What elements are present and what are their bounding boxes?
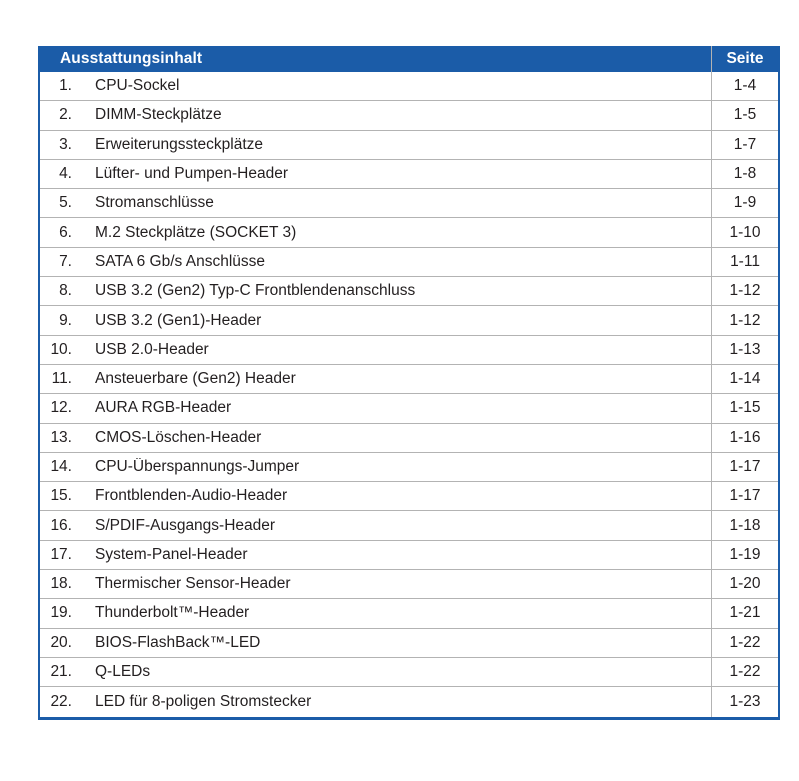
table-row: 10. USB 2.0-Header 1-13: [40, 335, 778, 365]
table-row: 18. Thermischer Sensor-Header 1-20: [40, 570, 778, 600]
row-label: USB 2.0-Header: [95, 340, 209, 358]
row-label: Ansteuerbare (Gen2) Header: [95, 370, 296, 388]
row-number: 5.: [59, 194, 72, 212]
table-row: 11. Ansteuerbare (Gen2) Header 1-14: [40, 364, 778, 395]
table-row: 14. CPU-Überspannungs-Jumper 1-17: [40, 452, 778, 483]
table-row: 1. CPU-Sockel 1-4: [40, 72, 778, 102]
table-row: 13. CMOS-Löschen-Header 1-16: [40, 423, 778, 453]
row-page: 1-14: [711, 364, 778, 394]
row-page: 1-10: [711, 218, 778, 247]
row-label: USB 3.2 (Gen1)-Header: [95, 311, 262, 329]
row-page: 1-4: [711, 72, 778, 101]
row-page: 1-5: [711, 101, 778, 130]
row-label: Lüfter- und Pumpen-Header: [95, 165, 289, 183]
row-number: 17.: [50, 545, 72, 563]
row-number: 1.: [59, 77, 72, 95]
row-label: Q-LEDs: [95, 663, 151, 681]
row-page: 1-11: [711, 247, 778, 277]
row-page: 1-9: [711, 189, 778, 218]
row-number: 14.: [50, 458, 72, 475]
row-label: LED für 8-poligen Stromstecker: [95, 692, 312, 710]
row-label: System-Panel-Header: [95, 545, 248, 563]
row-label: USB 3.2 (Gen2) Typ-C Frontblendenanschlu…: [95, 282, 416, 300]
row-number: 18.: [50, 575, 72, 593]
row-number: 15.: [50, 487, 72, 505]
row-number: 11.: [51, 370, 72, 388]
table-row: 16. S/PDIF-Ausgangs-Header 1-18: [40, 511, 778, 541]
row-number: 16.: [50, 516, 72, 534]
row-number: 4.: [59, 165, 72, 183]
row-page: 1-16: [711, 423, 778, 452]
row-label: S/PDIF-Ausgangs-Header: [95, 516, 276, 534]
row-page: 1-22: [711, 657, 778, 687]
row-page: 1-21: [711, 599, 778, 628]
row-label: AURA RGB-Header: [95, 399, 232, 417]
row-page: 1-8: [711, 159, 778, 189]
table-row: 8. USB 3.2 (Gen2) Typ-C Frontblendenansc…: [40, 277, 778, 307]
row-page: 1-7: [711, 130, 778, 159]
feature-summary-table: Ausstattungsinhalt Seite 1. CPU-Sockel 1…: [38, 46, 780, 720]
row-label: CPU-Überspannungs-Jumper: [95, 458, 300, 475]
table-header-page-column: Seite: [711, 46, 778, 72]
row-label: Stromanschlüsse: [95, 194, 214, 212]
row-page: 1-18: [711, 511, 778, 540]
table-row: 20. BIOS-FlashBack™-LED 1-22: [40, 628, 778, 658]
row-number: 13.: [50, 428, 72, 446]
table-row: 15. Frontblenden-Audio-Header 1-17: [40, 482, 778, 512]
row-page: 1-12: [711, 306, 778, 335]
table-body: 1. CPU-Sockel 1-4 2. DIMM-Steckplätze 1-…: [40, 72, 778, 717]
table-row: 22. LED für 8-poligen Stromstecker 1-23: [40, 687, 778, 717]
row-page: 1-19: [711, 540, 778, 570]
row-number: 12.: [50, 399, 72, 417]
row-number: 20.: [50, 633, 72, 651]
table-row: 2. DIMM-Steckplätze 1-5: [40, 101, 778, 131]
table-row: 6. M.2 Steckplätze (SOCKET 3) 1-10: [40, 218, 778, 248]
row-number: 2.: [59, 106, 72, 124]
table-row: 17. System-Panel-Header 1-19: [40, 540, 778, 571]
table-row: 9. USB 3.2 (Gen1)-Header 1-12: [40, 306, 778, 336]
row-page: 1-17: [711, 452, 778, 482]
row-number: 9.: [59, 311, 72, 329]
table-row: 4. Lüfter- und Pumpen-Header 1-8: [40, 159, 778, 190]
table-row: 7. SATA 6 Gb/s Anschlüsse 1-11: [40, 247, 778, 278]
row-number: 6.: [59, 223, 72, 241]
table-row: 3. Erweiterungssteckplätze 1-7: [40, 130, 778, 160]
row-page: 1-13: [711, 335, 778, 364]
row-number: 8.: [59, 282, 72, 300]
row-label: BIOS-FlashBack™-LED: [95, 633, 261, 651]
row-page: 1-22: [711, 628, 778, 657]
table-row: 21. Q-LEDs 1-22: [40, 657, 778, 688]
row-label: CPU-Sockel: [95, 77, 180, 95]
row-label: Thermischer Sensor-Header: [95, 575, 291, 593]
row-page: 1-15: [711, 394, 778, 423]
row-label: DIMM-Steckplätze: [95, 106, 222, 124]
row-page: 1-20: [711, 570, 778, 599]
table-row: 12. AURA RGB-Header 1-15: [40, 394, 778, 424]
row-page: 1-12: [711, 277, 778, 306]
table-header-title: Ausstattungsinhalt: [60, 50, 203, 67]
row-page: 1-23: [711, 687, 778, 717]
row-label: Erweiterungssteckplätze: [95, 135, 263, 153]
row-number: 3.: [59, 135, 72, 153]
row-number: 10.: [50, 340, 72, 358]
row-label: M.2 Steckplätze (SOCKET 3): [95, 223, 297, 241]
row-label: CMOS-Löschen-Header: [95, 428, 262, 446]
row-number: 22.: [50, 692, 72, 710]
table-header-row: Ausstattungsinhalt Seite: [40, 46, 778, 72]
row-page: 1-17: [711, 482, 778, 511]
row-label: SATA 6 Gb/s Anschlüsse: [95, 252, 266, 270]
row-label: Frontblenden-Audio-Header: [95, 487, 288, 505]
row-number: 7.: [59, 252, 72, 270]
table-row: 19. Thunderbolt™-Header 1-21: [40, 599, 778, 629]
row-label: Thunderbolt™-Header: [95, 604, 250, 622]
table-row: 5. Stromanschlüsse 1-9: [40, 189, 778, 219]
row-number: 19.: [50, 604, 72, 622]
row-number: 21.: [50, 663, 72, 681]
